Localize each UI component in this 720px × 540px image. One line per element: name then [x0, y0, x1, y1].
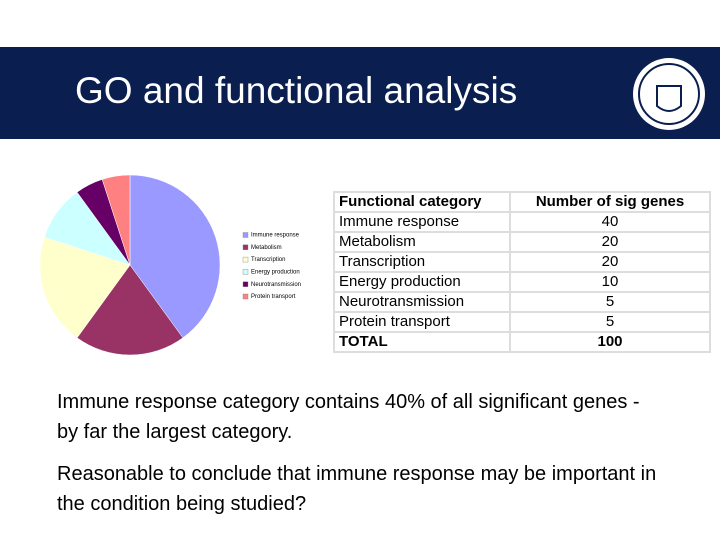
table-row: Energy production 10 [333, 271, 711, 293]
table-cell: Energy production [333, 271, 511, 293]
table-cell: 20 [509, 231, 711, 253]
table-cell: TOTAL [333, 331, 511, 353]
table-cell: 5 [509, 311, 711, 333]
legend-label: Protein transport [251, 294, 296, 300]
legend-label: Transcription [251, 257, 285, 263]
pie-slice [39, 236, 131, 339]
logo [633, 58, 705, 130]
paragraph: Immune response category contains 40% of… [57, 391, 640, 443]
table-cell: 5 [509, 291, 711, 313]
legend-label: Neurotransmission [251, 282, 301, 288]
legend-swatch [242, 269, 249, 275]
table-cell: Immune response [333, 211, 511, 233]
pie-slice [101, 174, 131, 266]
table-cell: 100 [509, 331, 711, 353]
table-cell: Neurotransmission [333, 291, 511, 313]
paragraph: Reasonable to conclude that immune respo… [57, 463, 657, 515]
table-cell: 10 [509, 271, 711, 293]
table-cell: Transcription [333, 251, 511, 273]
legend-swatch [242, 256, 249, 263]
table-row: Functional category Number of sig genes [333, 191, 711, 213]
pie-slice [76, 264, 184, 356]
table-row: TOTAL 100 [333, 331, 711, 353]
slide-title: GO and functional analysis [75, 70, 518, 111]
legend-label: Immune response [251, 233, 300, 239]
legend-swatch [242, 293, 249, 300]
pie-chart: Immune response Metabolism Transcription En… [39, 174, 301, 356]
table-row: Protein transport 5 [333, 311, 711, 333]
table-cell: Metabolism [333, 231, 511, 253]
table-row: Neurotransmission 5 [333, 291, 711, 313]
legend-swatch [242, 281, 249, 287]
table-cell: Protein transport [333, 311, 511, 333]
table-cell: Number of sig genes [509, 191, 711, 213]
table-row: Metabolism 20 [333, 231, 711, 253]
header-band [0, 47, 720, 139]
legend-label: Energy production [251, 269, 300, 275]
legend-swatch [242, 244, 249, 251]
table-row: Immune response 40 [333, 211, 711, 233]
pie-slice [129, 174, 221, 339]
data-table: Functional category Number of sig genes Im… [333, 191, 711, 353]
table-cell: Functional category [333, 191, 511, 213]
table-cell: 40 [509, 211, 711, 233]
legend-label: Metabolism [251, 245, 282, 251]
table-row: Transcription 20 [333, 251, 711, 273]
table-cell: 20 [509, 251, 711, 273]
legend-swatch [242, 232, 249, 238]
